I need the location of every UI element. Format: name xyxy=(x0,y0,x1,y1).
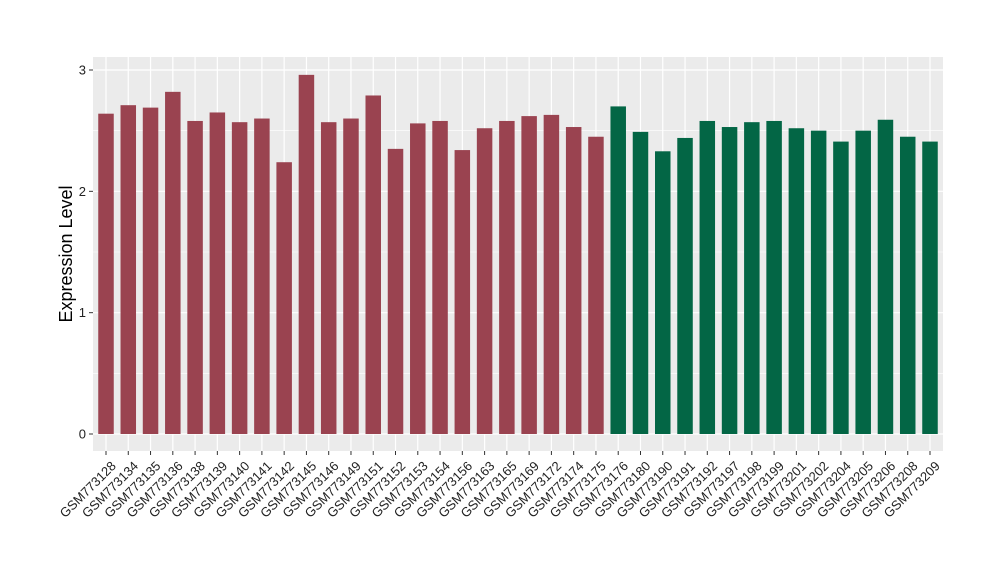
y-axis: 0 1 2 3 xyxy=(79,63,93,442)
bar-GSM773180 xyxy=(632,131,649,434)
bar-GSM773140 xyxy=(231,122,248,434)
bar-GSM773175 xyxy=(588,136,604,434)
y-tick-label: 3 xyxy=(79,63,86,78)
y-tick-label: 0 xyxy=(79,427,86,442)
bar-GSM773136 xyxy=(165,91,181,434)
bar-GSM773135 xyxy=(142,107,159,434)
bar-GSM773138 xyxy=(187,120,203,435)
x-axis: GSM773128GSM773134GSM773135GSM773136GSM7… xyxy=(57,451,943,521)
bar-GSM773199 xyxy=(766,120,782,435)
bar-GSM773206 xyxy=(877,119,894,434)
bar-GSM773176 xyxy=(610,106,626,435)
bar-GSM773197 xyxy=(721,127,738,434)
bar-GSM773134 xyxy=(120,105,137,434)
bar-GSM773139 xyxy=(209,112,226,434)
bar-GSM773163 xyxy=(476,128,493,435)
y-tick-label: 1 xyxy=(79,305,86,320)
bar-GSM773205 xyxy=(855,130,871,434)
bar-GSM773204 xyxy=(833,141,849,434)
bar-GSM773172 xyxy=(543,114,560,434)
bar-GSM773169 xyxy=(521,116,537,435)
bar-GSM773151 xyxy=(365,95,381,434)
bar-GSM773128 xyxy=(98,113,114,435)
bar-GSM773174 xyxy=(565,127,582,434)
bar-GSM773142 xyxy=(276,162,292,435)
bar-GSM773141 xyxy=(254,118,270,435)
bar-GSM773146 xyxy=(320,122,337,434)
y-axis-title: Expression Level xyxy=(56,185,76,322)
bar-GSM773156 xyxy=(454,150,471,434)
y-tick-label: 2 xyxy=(79,184,86,199)
bar-GSM773202 xyxy=(810,130,827,434)
bar-GSM773190 xyxy=(655,151,671,434)
bar-GSM773201 xyxy=(788,128,805,435)
bar-GSM773145 xyxy=(298,74,315,434)
bar-GSM773149 xyxy=(343,118,359,435)
bar-GSM773192 xyxy=(699,120,716,435)
bar-GSM773191 xyxy=(677,137,693,435)
bars xyxy=(98,74,938,435)
bar-GSM773209 xyxy=(922,141,938,434)
bar-GSM773198 xyxy=(744,122,760,434)
bar-GSM773208 xyxy=(899,136,916,434)
bar-GSM773154 xyxy=(432,120,448,435)
bar-GSM773153 xyxy=(410,123,426,435)
bar-GSM773165 xyxy=(499,120,515,435)
bar-GSM773152 xyxy=(387,148,404,434)
